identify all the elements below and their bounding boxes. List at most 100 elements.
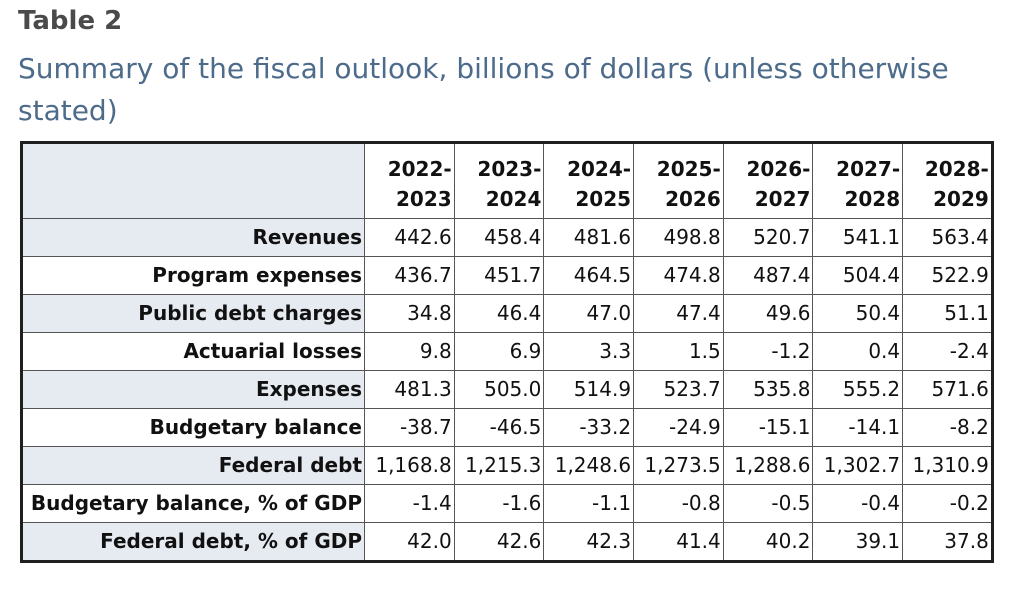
column-header-20222023: 2022- 2023 <box>364 142 455 219</box>
value-cell: -46.5 <box>453 408 545 447</box>
column-header-20252026: 2025- 2026 <box>633 142 724 219</box>
row-label: Public debt charges <box>21 294 365 333</box>
column-header-20282029: 2028- 2029 <box>902 142 993 219</box>
column-header-start-year: 2023- <box>477 157 542 181</box>
value-cell: -38.7 <box>364 408 455 447</box>
row-label: Federal debt <box>21 446 365 485</box>
header-corner-cell <box>21 142 365 219</box>
value-cell: 535.8 <box>722 370 814 409</box>
table-row: Public debt charges 34.8 46.4 47.0 47.4 49.6 5… <box>21 294 993 333</box>
value-cell: 1,248.6 <box>543 446 635 485</box>
column-header-start-year: 2022- <box>387 157 452 181</box>
value-cell: 505.0 <box>453 370 545 409</box>
value-cell: 47.4 <box>633 294 724 333</box>
column-header-start-year: 2026- <box>746 157 811 181</box>
value-cell: 49.6 <box>722 294 814 333</box>
table-subtitle: Summary of the fiscal outlook, billions … <box>18 52 949 127</box>
header-row: 2022- 2023 2023- 2024 2024- 2025 2025- 2026 2026… <box>21 142 993 219</box>
column-header-end-year: 2026 <box>665 187 721 211</box>
table-body: Revenues 442.6 458.4 481.6 498.8 520.7 541.1 56… <box>21 218 993 562</box>
value-cell: 555.2 <box>812 370 904 409</box>
value-cell: 481.3 <box>364 370 455 409</box>
table-title: Table 2 <box>18 6 123 36</box>
value-cell: -0.8 <box>633 484 724 523</box>
table-row: Program expenses 436.7 451.7 464.5 474.8 487.… <box>21 256 993 295</box>
row-label: Expenses <box>21 370 365 409</box>
row-label: Actuarial losses <box>21 332 365 371</box>
value-cell: 458.4 <box>453 218 545 257</box>
value-cell: -1.2 <box>722 332 814 371</box>
value-cell: 39.1 <box>812 522 904 562</box>
value-cell: -0.5 <box>722 484 814 523</box>
column-header-end-year: 2029 <box>933 187 989 211</box>
value-cell: 464.5 <box>543 256 635 295</box>
row-label: Federal debt, % of GDP <box>21 522 365 562</box>
row-label: Revenues <box>21 218 365 257</box>
value-cell: 436.7 <box>364 256 455 295</box>
value-cell: -14.1 <box>812 408 904 447</box>
value-cell: 1,273.5 <box>633 446 724 485</box>
table-row: Budgetary balance -38.7 -46.5 -33.2 -24.9 -15… <box>21 408 993 447</box>
value-cell: 1,168.8 <box>364 446 455 485</box>
column-header-start-year: 2028- <box>924 157 989 181</box>
value-cell: 1,288.6 <box>722 446 814 485</box>
value-cell: 42.3 <box>543 522 635 562</box>
value-cell: -0.4 <box>812 484 904 523</box>
column-header-20232024: 2023- 2024 <box>453 142 545 219</box>
table-row: Actuarial losses 9.8 6.9 3.3 1.5 -1.2 0.4 -2.4 <box>21 332 993 371</box>
value-cell: 47.0 <box>543 294 635 333</box>
value-cell: 520.7 <box>722 218 814 257</box>
table-row: Expenses 481.3 505.0 514.9 523.7 535.8 555.2 57… <box>21 370 993 409</box>
value-cell: 522.9 <box>902 256 993 295</box>
table-row: Federal debt, % of GDP 42.0 42.6 42.3 41.4 40… <box>21 522 993 562</box>
value-cell: 41.4 <box>633 522 724 562</box>
row-label: Budgetary balance, % of GDP <box>21 484 365 523</box>
value-cell: -15.1 <box>722 408 814 447</box>
value-cell: 1.5 <box>633 332 724 371</box>
value-cell: 40.2 <box>722 522 814 562</box>
column-header-20262027: 2026- 2027 <box>722 142 814 219</box>
value-cell: 481.6 <box>543 218 635 257</box>
value-cell: 50.4 <box>812 294 904 333</box>
value-cell: -24.9 <box>633 408 724 447</box>
value-cell: 571.6 <box>902 370 993 409</box>
value-cell: 3.3 <box>543 332 635 371</box>
column-header-end-year: 2027 <box>754 187 811 211</box>
table-row: Budgetary balance, % of GDP -1.4 -1.6 -1.1-… <box>21 484 993 523</box>
value-cell: 541.1 <box>812 218 904 257</box>
value-cell: -1.4 <box>364 484 455 523</box>
value-cell: 42.0 <box>364 522 455 562</box>
column-header-start-year: 2027- <box>836 157 901 181</box>
value-cell: 442.6 <box>364 218 455 257</box>
column-header-end-year: 2023 <box>396 187 452 211</box>
value-cell: 42.6 <box>453 522 545 562</box>
value-cell: 523.7 <box>633 370 724 409</box>
value-cell: 37.8 <box>902 522 993 562</box>
value-cell: -1.1 <box>543 484 635 523</box>
value-cell: 46.4 <box>453 294 545 333</box>
value-cell: -2.4 <box>902 332 993 371</box>
value-cell: 6.9 <box>453 332 545 371</box>
value-cell: 0.4 <box>812 332 904 371</box>
value-cell: 504.4 <box>812 256 904 295</box>
column-header-20242025: 2024- 2025 <box>543 142 635 219</box>
value-cell: 487.4 <box>722 256 814 295</box>
value-cell: 1,302.7 <box>812 446 904 485</box>
value-cell: 514.9 <box>543 370 635 409</box>
value-cell: -1.6 <box>453 484 545 523</box>
value-cell: -8.2 <box>902 408 993 447</box>
row-label: Budgetary balance <box>21 408 365 447</box>
value-cell: 1,310.9 <box>902 446 993 485</box>
value-cell: 498.8 <box>633 218 724 257</box>
column-header-start-year: 2024- <box>567 157 632 181</box>
value-cell: 474.8 <box>633 256 724 295</box>
value-cell: 563.4 <box>902 218 993 257</box>
column-header-end-year: 2028 <box>844 187 901 211</box>
value-cell: 51.1 <box>902 294 993 333</box>
value-cell: 451.7 <box>453 256 545 295</box>
column-header-end-year: 2025 <box>575 187 632 211</box>
row-label: Program expenses <box>21 256 365 295</box>
column-header-20272028: 2027- 2028 <box>812 142 904 219</box>
table-row: Federal debt 1,168.8 1,215.3 1,248.6 1,273.5… <box>21 446 993 485</box>
column-header-end-year: 2024 <box>485 187 542 211</box>
